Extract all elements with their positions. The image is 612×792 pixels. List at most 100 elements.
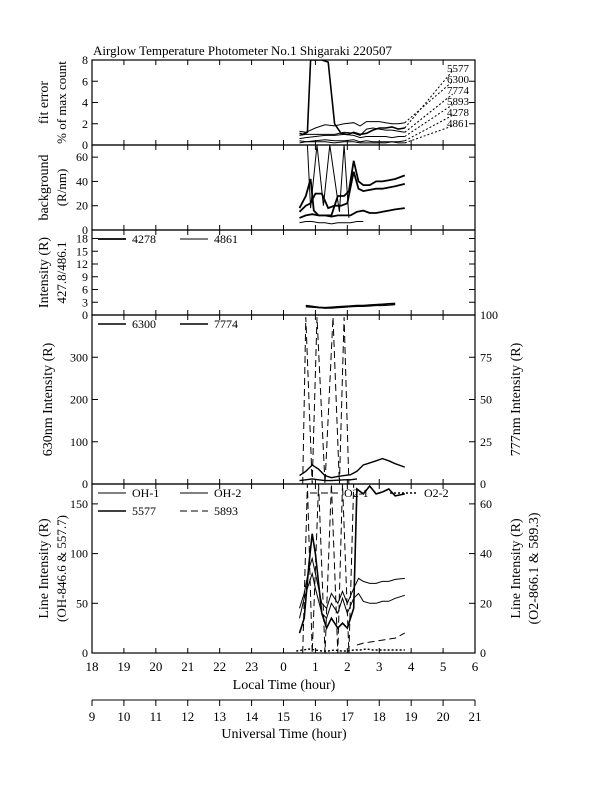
series-line-bg-2 xyxy=(298,171,406,213)
y-tick-label: 6 xyxy=(82,283,88,297)
x-axis-label-ut: Universal Time (hour) xyxy=(221,727,347,742)
series-line-bg-4 xyxy=(299,221,364,225)
x-tick-label-ut: 21 xyxy=(469,709,482,724)
y-axis-label-2: % of max count xyxy=(54,61,69,144)
series-group xyxy=(305,302,396,309)
y-tick-label: 100 xyxy=(70,547,88,561)
legend-label: OH-2 xyxy=(214,486,241,500)
series-line-6300-ext xyxy=(404,80,454,124)
series-group xyxy=(299,60,454,144)
x-tick-label-local: 18 xyxy=(86,659,99,674)
x-tick-label-local: 21 xyxy=(181,659,194,674)
series-end-label: 5893 xyxy=(447,96,470,108)
y-tick-label: 100 xyxy=(70,435,88,449)
y-tick-label: 20 xyxy=(76,199,88,213)
legend-label: 4861 xyxy=(214,232,238,246)
panel-background: 0 20 40 60 background (R/nm) xyxy=(37,144,476,237)
x-tick-label-ut: 20 xyxy=(437,709,450,724)
series-end-label: 5577 xyxy=(447,63,470,75)
x-tick-label-ut: 13 xyxy=(213,709,226,724)
series-line-5577 xyxy=(298,484,405,634)
series-line-spike-a xyxy=(306,145,350,218)
x-tick-label-ut: 9 xyxy=(89,709,96,724)
y-right-tick-label: 100 xyxy=(480,308,498,322)
legend-label: OH-1 xyxy=(132,486,159,500)
x-tick-label-local: 1 xyxy=(312,659,319,674)
y-tick-label: 18 xyxy=(76,232,88,246)
y-tick-label: 0 xyxy=(82,308,88,322)
legend: 6300 7774 xyxy=(98,317,238,331)
x-tick-label-local: 0 xyxy=(280,659,287,674)
series-end-label: 7774 xyxy=(447,85,470,97)
y-right-tick-label: 25 xyxy=(480,435,492,449)
y-axis-label-2: 427.8/486.1 xyxy=(54,241,69,303)
series-line-4278-ext xyxy=(404,114,453,142)
y-tick-label: 0 xyxy=(82,138,88,152)
panel-frame xyxy=(91,314,476,485)
legend-label: O2-1 xyxy=(344,486,369,500)
y-tick-label: 2 xyxy=(82,117,88,131)
legend-label: 7774 xyxy=(214,317,238,331)
legend: 4278 4861 xyxy=(98,232,238,246)
series-line-O2-1 xyxy=(302,484,355,653)
legend-label: 5893 xyxy=(214,504,238,518)
x-tick-label-local: 22 xyxy=(213,659,226,674)
series-group xyxy=(296,484,406,653)
y-right-tick-label: 0 xyxy=(480,477,486,491)
y-tick-label: 50 xyxy=(76,596,88,610)
series-line-5893 xyxy=(356,632,406,646)
x-tick-label-ut: 19 xyxy=(405,709,418,724)
series-line-bg-3 xyxy=(299,207,405,219)
y-axis-label: fit error xyxy=(37,81,52,124)
y-tick-label: 12 xyxy=(76,257,88,271)
series-line-4861-ext xyxy=(404,125,453,144)
y-tick-label: 200 xyxy=(70,393,88,407)
y-tick-label: 60 xyxy=(76,150,88,164)
y-tick-label: 6 xyxy=(82,74,88,88)
series-end-label: 6300 xyxy=(447,74,470,86)
legend: OH-1 OH-2 5577 5893 O2-1 O2-2 xyxy=(98,486,449,518)
y-right-tick-label: 20 xyxy=(480,596,492,610)
series-line-OH-2 xyxy=(299,556,405,610)
panel-intensity_red: 0 100 200 300 0 25 50 75 100 630nm Intensity (R) 7… xyxy=(41,308,524,491)
legend-label: 5577 xyxy=(132,504,156,518)
x-tick-label-ut: 16 xyxy=(309,709,323,724)
y-axis-label: background xyxy=(37,154,52,220)
series-line-7774 xyxy=(299,127,405,136)
x-tick-label-ut: 11 xyxy=(150,709,163,724)
series-line-7774 xyxy=(299,478,357,482)
x-tick-label-local: 23 xyxy=(245,659,258,674)
x-tick-label-local: 2 xyxy=(344,659,351,674)
panel-fit_error: 0 2 4 6 8 fit error% of max count 557763007774… xyxy=(37,53,476,152)
y-axis-label-2: (OH-846.6 & 557.7) xyxy=(54,515,69,622)
y-tick-label: 150 xyxy=(70,497,88,511)
legend-label: O2-2 xyxy=(424,486,449,500)
panel-frame xyxy=(91,59,476,146)
series-line-6300 xyxy=(299,121,405,133)
x-tick-label-local: 3 xyxy=(376,659,383,674)
y-right-tick-label: 75 xyxy=(480,350,492,364)
series-end-label: 4861 xyxy=(447,118,469,130)
series-line-6300 xyxy=(299,457,406,479)
x-tick-label-ut: 17 xyxy=(341,709,355,724)
y-right-tick-label: 60 xyxy=(480,497,492,511)
legend-label: 6300 xyxy=(132,317,156,331)
y-right-tick-label: 50 xyxy=(480,393,492,407)
y-tick-label: 9 xyxy=(82,270,88,284)
y-tick-label: 40 xyxy=(76,174,88,188)
x-tick-label-local: 6 xyxy=(472,659,479,674)
y-axis-label: Line Intensity (R) xyxy=(37,518,52,619)
chart-title: Airglow Temperature Photometer No.1 Shig… xyxy=(93,43,393,58)
y-tick-label: 0 xyxy=(82,646,88,660)
series-line-4861 xyxy=(299,141,405,144)
x-tick-label-ut: 10 xyxy=(117,709,130,724)
x-tick-label-ut: 12 xyxy=(181,709,194,724)
y-right-axis-label: Line Intensity (R) xyxy=(509,518,524,619)
x-axis-label-local: Local Time (hour) xyxy=(233,678,336,693)
y-axis-label-2: (R/nm) xyxy=(54,169,69,207)
series-line-OH-1 xyxy=(299,571,405,620)
y-right-axis-label: 777nm Intensity (R) xyxy=(509,342,524,456)
